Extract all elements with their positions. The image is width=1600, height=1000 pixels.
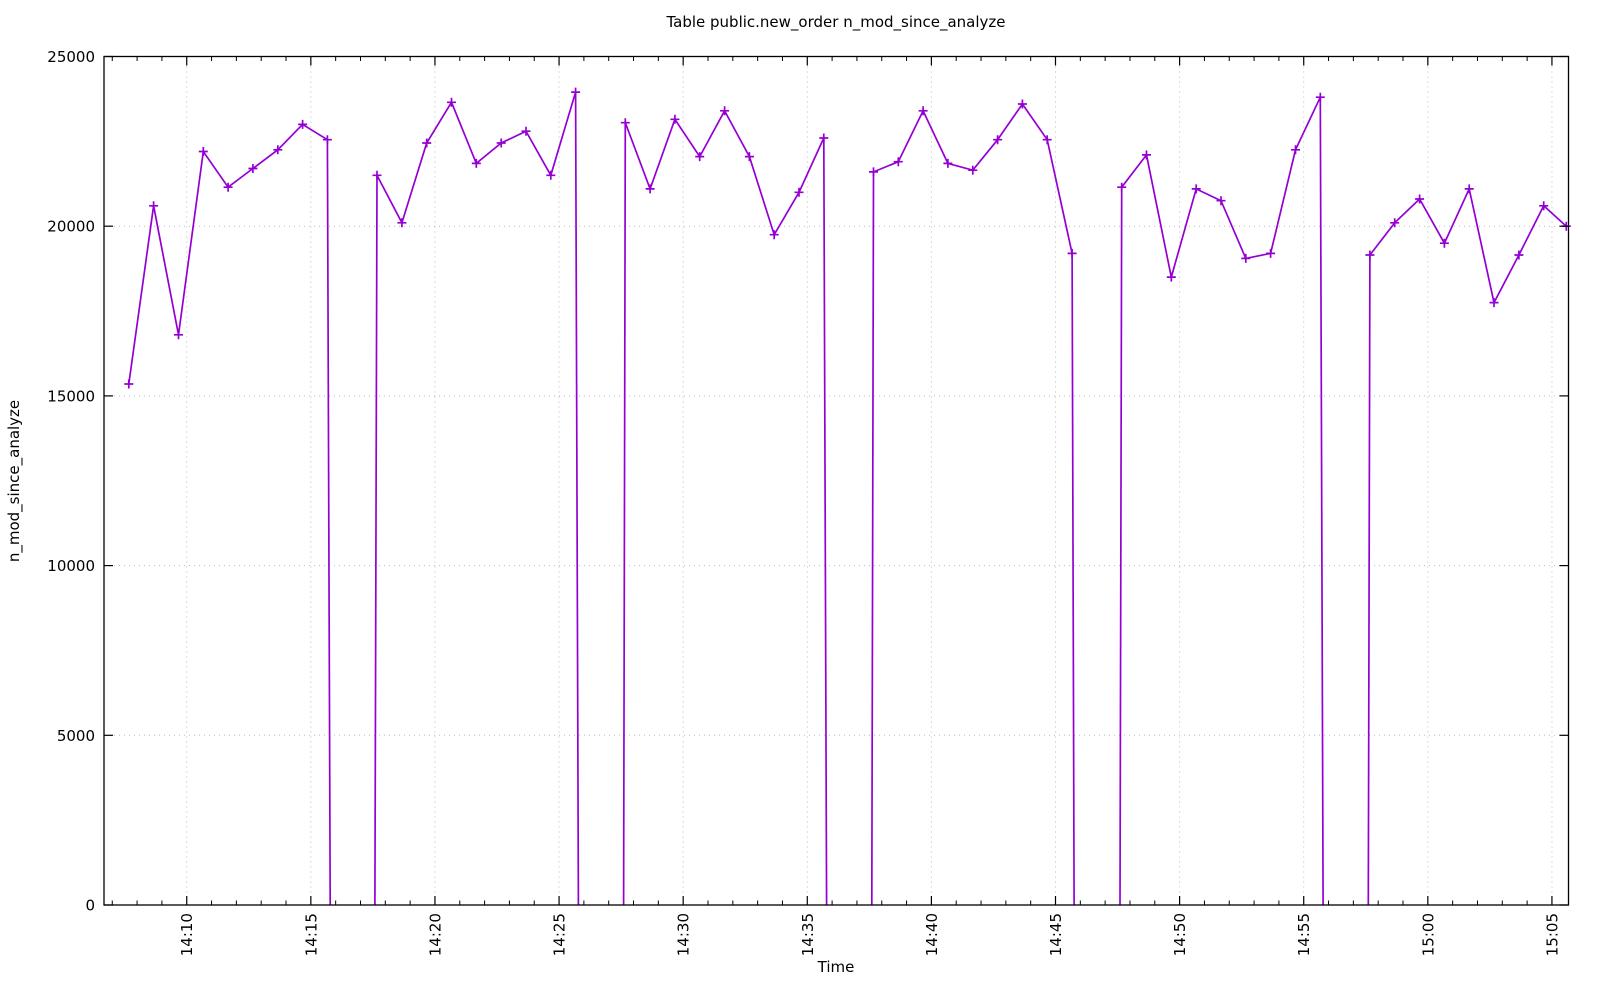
data-point-marker [124, 379, 134, 389]
data-point-marker [720, 106, 730, 116]
data-point-marker [819, 133, 829, 143]
data-point-marker [546, 170, 556, 180]
data-point-marker [1042, 135, 1052, 145]
data-point-marker [893, 157, 903, 167]
data-point-marker [322, 135, 332, 145]
data-point-marker [1241, 253, 1251, 263]
plot-border [103, 55, 1570, 906]
series-line [622, 109, 828, 906]
data-point-marker [521, 126, 531, 136]
x-tick-label: 15:00 [1419, 913, 1437, 956]
x-tick-label: 14:45 [1047, 913, 1065, 956]
x-tick-label: 14:10 [178, 913, 196, 956]
x-tick-label: 14:20 [426, 913, 444, 956]
data-point-marker [1067, 248, 1077, 258]
axis-layer: 0 5000 10000 15000 20000 25000 14:10 14:15 14:20… [47, 48, 1570, 956]
data-point-marker [1266, 248, 1276, 258]
data-point-marker [1017, 99, 1027, 109]
data-point-marker [794, 187, 804, 197]
data-point-marker [447, 97, 456, 107]
data-point-marker [149, 201, 159, 211]
data-point-marker [422, 138, 432, 148]
x-tick-label: 14:50 [1171, 913, 1189, 956]
data-point-marker [198, 147, 208, 156]
y-tick-label: 25000 [47, 48, 95, 66]
data-point-marker [670, 114, 680, 124]
data-point-marker [1216, 196, 1226, 206]
data-point-marker [1539, 201, 1549, 211]
data-point-marker [744, 152, 754, 162]
x-tick-label: 14:25 [551, 913, 569, 956]
data-point-marker [1291, 145, 1300, 155]
y-tick-label: 5000 [57, 727, 95, 745]
x-tick-label: 14:35 [799, 913, 817, 956]
data-point-marker [1117, 182, 1127, 192]
data-point-marker [496, 138, 506, 148]
grid-layer [104, 56, 1569, 905]
x-tick-label: 14:40 [923, 913, 941, 956]
data-point-marker [1142, 150, 1151, 160]
data-point-marker [769, 230, 779, 240]
data-point-marker [248, 164, 258, 173]
data-point-marker [1166, 272, 1176, 282]
series-layer [124, 87, 1571, 906]
series-line [374, 91, 580, 906]
y-tick-label: 20000 [47, 218, 95, 236]
y-tick-label: 10000 [47, 557, 95, 575]
data-point-marker [695, 152, 705, 162]
data-point-marker [645, 184, 655, 194]
data-point-marker [372, 170, 382, 180]
data-point-marker [1464, 184, 1474, 194]
data-point-marker [918, 106, 928, 116]
series-line [1119, 96, 1324, 906]
data-point-marker [471, 158, 481, 168]
data-point-marker [1390, 218, 1400, 228]
y-axis-label: n_mod_since_analyze [5, 400, 24, 562]
data-point-marker [993, 135, 1003, 145]
x-tick-label: 14:15 [302, 913, 320, 956]
data-point-marker [1514, 250, 1524, 260]
data-point-marker [1415, 194, 1425, 204]
chart-title: Table public.new_order n_mod_since_analy… [665, 13, 1005, 32]
data-point-marker [1439, 238, 1449, 248]
data-point-marker [1191, 184, 1201, 194]
data-point-marker [1365, 250, 1375, 260]
series-line [127, 123, 332, 906]
data-point-marker [1315, 92, 1325, 102]
data-point-marker [620, 118, 630, 128]
data-point-marker [223, 182, 233, 192]
data-point-marker [571, 87, 581, 97]
data-point-marker [298, 119, 308, 129]
data-point-marker [273, 145, 283, 155]
data-point-marker [943, 158, 953, 168]
data-point-marker [1489, 298, 1499, 308]
data-point-marker [397, 218, 407, 228]
y-tick-label: 15000 [47, 387, 95, 405]
x-tick-label: 14:55 [1295, 913, 1313, 956]
data-point-marker [174, 330, 183, 340]
series-line [870, 102, 1075, 906]
x-tick-label: 14:30 [675, 913, 693, 956]
x-tick-label: 15:05 [1543, 913, 1561, 956]
series-line [1367, 186, 1567, 906]
x-axis-label: Time [817, 958, 855, 976]
data-point-marker [869, 167, 878, 177]
y-tick-label: 0 [85, 897, 95, 915]
data-point-marker [968, 165, 978, 175]
